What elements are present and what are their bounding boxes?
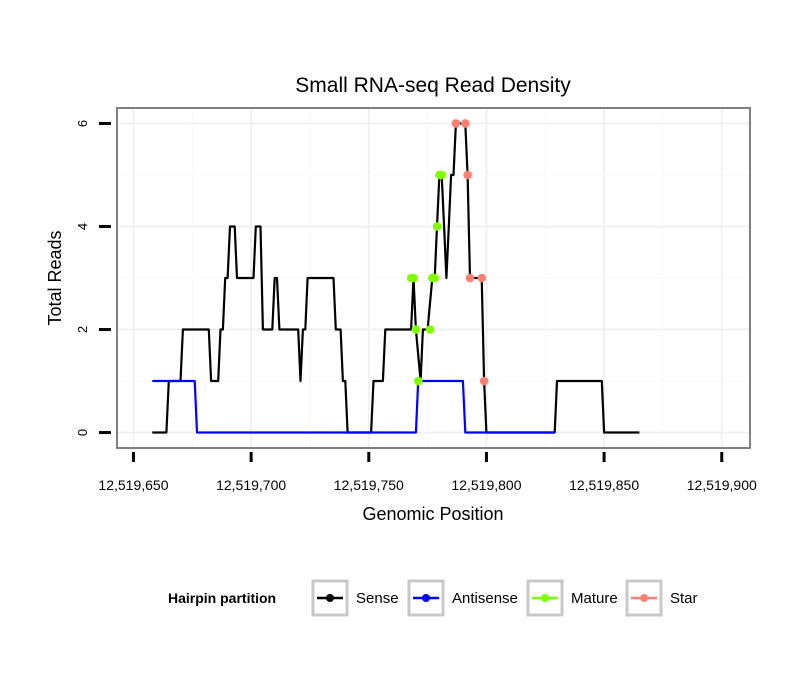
- legend-key-dot: [640, 594, 648, 602]
- mature-point: [425, 325, 435, 334]
- y-tick-label: 0: [75, 429, 90, 436]
- legend-key-dot: [326, 594, 334, 602]
- mature-point: [411, 325, 421, 334]
- star-point: [451, 119, 461, 128]
- star-point: [460, 119, 470, 128]
- x-axis-label: Genomic Position: [362, 504, 503, 524]
- chart-title: Small RNA-seq Read Density: [295, 74, 571, 97]
- mature-point: [413, 376, 423, 386]
- mature-point: [430, 273, 439, 283]
- legend-label: Sense: [356, 590, 399, 607]
- y-tick-label: 4: [75, 223, 90, 230]
- x-tick-label: 12,519,800: [451, 477, 521, 493]
- star-point: [463, 170, 472, 180]
- x-tick-label: 12,519,650: [98, 477, 168, 493]
- star-point: [477, 273, 487, 283]
- legend-label: Star: [670, 590, 698, 607]
- legend-key-dot: [422, 594, 430, 602]
- x-tick-label: 12,519,900: [687, 477, 757, 493]
- y-tick-label: 6: [75, 120, 90, 127]
- y-axis-label: Total Reads: [45, 230, 65, 325]
- series-line-antisense: [152, 379, 555, 434]
- axes: 12,519,650 12,519,700 12,519,750 12,519,800…: [75, 120, 757, 493]
- star-point: [465, 273, 475, 283]
- mature-point: [432, 222, 442, 231]
- legend-label: Mature: [571, 590, 618, 607]
- x-tick-label: 12,519,700: [216, 477, 286, 493]
- x-tick-label: 12,519,850: [569, 477, 639, 493]
- star-point: [479, 376, 489, 386]
- legend: Hairpin partition Sense Antisense Mature St…: [168, 579, 698, 617]
- mature-point: [409, 273, 418, 283]
- legend-label: Antisense: [452, 590, 518, 607]
- mature-point: [437, 170, 447, 180]
- x-tick-label: 12,519,750: [334, 477, 404, 493]
- y-tick-label: 2: [75, 326, 90, 333]
- legend-key-dot: [541, 594, 549, 602]
- legend-title: Hairpin partition: [168, 590, 276, 606]
- series-layer: [152, 119, 640, 434]
